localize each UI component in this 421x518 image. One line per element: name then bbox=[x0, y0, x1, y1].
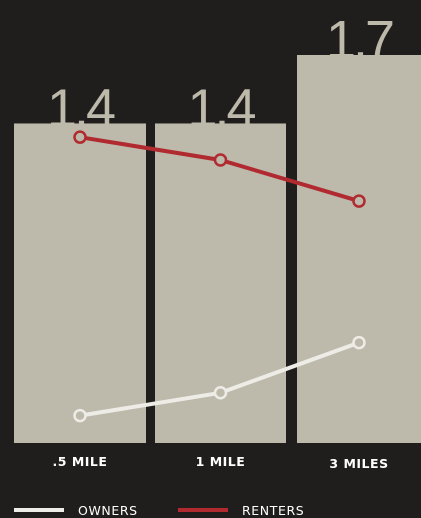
bar-value-label-2: 1.4 bbox=[187, 78, 255, 138]
point-owners-2 bbox=[213, 386, 228, 400]
category-label-3: 3 MILES bbox=[329, 456, 388, 471]
bar-value-label-1: 1.4 bbox=[47, 78, 115, 138]
legend-swatch-owners bbox=[14, 508, 64, 512]
bar-value-label-3: 1.7 bbox=[326, 10, 393, 70]
point-owners-3 bbox=[352, 335, 366, 350]
category-labels: .5 MILE 1 MILE 3 MILES bbox=[53, 454, 389, 471]
bars-group bbox=[14, 55, 421, 444]
category-label-1: .5 MILE bbox=[53, 454, 108, 469]
legend-swatch-renters bbox=[178, 508, 228, 512]
bar-3 bbox=[297, 55, 421, 443]
legend: OWNERS RENTERS bbox=[14, 503, 304, 518]
point-owners-1 bbox=[73, 408, 87, 423]
series-points bbox=[73, 130, 366, 423]
category-label-2: 1 MILE bbox=[196, 454, 246, 469]
legend-label-renters: RENTERS bbox=[242, 503, 304, 518]
legend-label-owners: OWNERS bbox=[78, 503, 138, 518]
bar-1 bbox=[14, 123, 146, 444]
point-renters-3 bbox=[352, 194, 366, 208]
bar-value-labels: 1.4 1.4 1.7 bbox=[47, 10, 396, 138]
point-renters-2 bbox=[213, 153, 228, 167]
point-renters-1 bbox=[73, 130, 87, 144]
